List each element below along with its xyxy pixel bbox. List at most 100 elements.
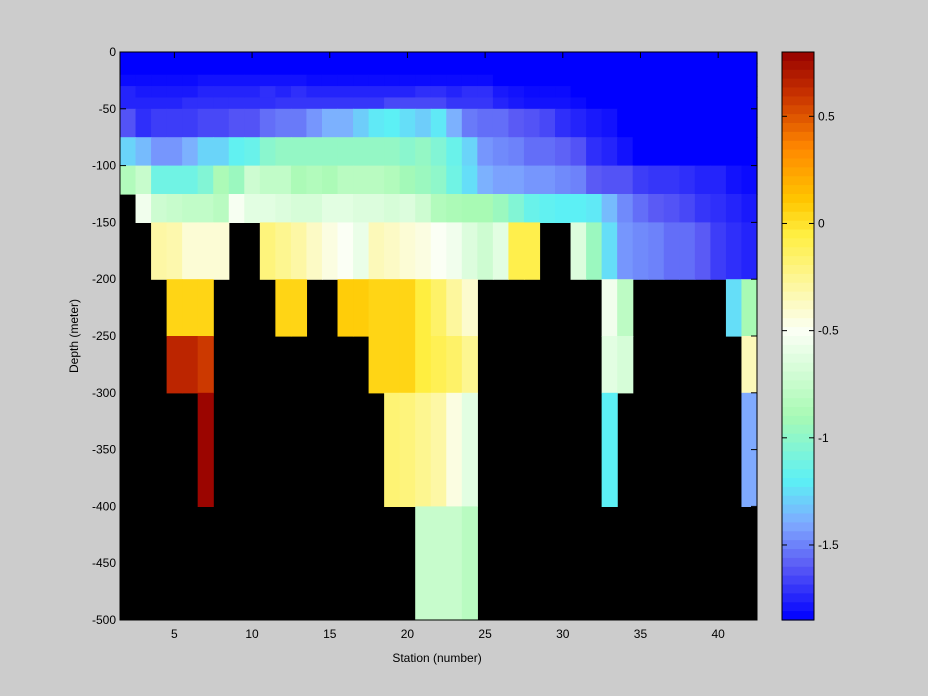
heatmap-cell [632,137,649,167]
heatmap-cell [135,194,152,223]
y-axis-label: Depth (meter) [67,299,81,373]
heatmap-cell [539,74,556,87]
heatmap-cell [368,52,385,64]
heatmap-cell [197,86,214,99]
y-tick-label: -150 [92,215,116,229]
heatmap-cell [710,86,727,99]
heatmap-cell [586,222,603,280]
heatmap-cell [555,137,572,167]
heatmap-cell [570,222,587,280]
heatmap-cell [663,165,680,195]
heatmap-cell [508,74,525,87]
heatmap-cell [384,279,401,337]
heatmap-cell [306,194,323,223]
heatmap-cell [477,137,494,167]
heatmap-cell [461,336,478,394]
heatmap-cell [197,74,214,87]
heatmap-cell [337,279,354,337]
heatmap-cell [446,137,463,167]
heatmap-cell [632,63,649,76]
colorbar-ticks: 0.5 0 -0.5 -1 -1.5 [782,109,839,552]
heatmap-cell [290,194,308,223]
heatmap-cell [446,222,463,280]
heatmap-cell [477,63,494,76]
colorbar-band [782,114,814,124]
heatmap-cell [368,137,385,167]
heatmap-cell [415,222,432,280]
heatmap-cell [601,108,618,138]
heatmap-cell [694,108,711,138]
heatmap-cell [725,137,743,167]
heatmap-cell [384,392,401,507]
heatmap-cell [601,74,618,87]
heatmap-cell [368,74,385,87]
heatmap-cell [228,165,245,195]
heatmap-cell [617,336,634,394]
heatmap-cell [182,86,199,99]
heatmap-cell [182,97,199,110]
heatmap-cell [306,52,323,64]
heatmap-cell [151,165,168,195]
colorbar-band [782,549,814,559]
heatmap-cell [461,392,478,507]
heatmap-cell [259,74,276,87]
colorbar-band [782,584,814,594]
colorbar-band [782,123,814,133]
heatmap-cell [151,86,168,99]
x-tick-label: 5 [171,627,178,641]
heatmap-cell [368,108,385,138]
heatmap-cell [461,63,478,76]
heatmap-cell [725,97,743,110]
y-tick-label: -400 [92,499,116,513]
heatmap-cell [321,108,339,138]
y-axis: 0 -50 -100 -150 -200 -250 -300 -350 -400 -450 -500 [92,45,757,627]
heatmap-cell [290,137,308,167]
heatmap-cell [275,194,292,223]
heatmap-cell [430,336,447,394]
heatmap-cell [197,336,214,394]
colorbar-band [782,158,814,168]
y-tick-label: -250 [92,329,116,343]
heatmap-cell [290,165,308,195]
colorbar-band [782,433,814,444]
heatmap-cell [290,279,308,337]
heatmap-cell [353,137,370,167]
heatmap-cell [120,108,137,138]
colorbar-band [782,380,814,390]
heatmap-cell [555,74,572,87]
heatmap-cell [508,108,525,138]
heatmap-cell [648,97,665,110]
heatmap-cell [399,74,416,87]
heatmap-plot-area [119,51,758,621]
heatmap-cell [477,86,494,99]
colorbar-band [782,424,814,435]
heatmap-cell [539,97,556,110]
heatmap-cell [135,74,152,87]
heatmap-cell [617,222,634,280]
heatmap-cell [679,108,696,138]
heatmap-cell [415,52,432,64]
heatmap-cell [275,63,292,76]
heatmap-cell [710,108,727,138]
heatmap-cell [384,194,401,223]
heatmap-cell [477,222,494,280]
heatmap-cell [182,74,199,87]
heatmap-cell [415,194,432,223]
colorbar-band [782,220,814,231]
heatmap-cell [306,63,323,76]
heatmap-cell [446,194,463,223]
heatmap-cell [601,52,618,64]
heatmap-cell [430,97,447,110]
heatmap-cell [275,165,292,195]
heatmap-cell [182,222,199,280]
heatmap-cell [337,63,354,76]
colorbar-frame [781,51,815,621]
heatmap-cell [601,336,618,394]
heatmap-cell [492,137,510,167]
colorbar-band [782,398,814,408]
heatmap-cell [259,165,276,195]
heatmap-cell [617,97,634,110]
heatmap-cell [290,52,308,64]
heatmap-cell [430,506,447,621]
heatmap-cell [586,137,603,167]
